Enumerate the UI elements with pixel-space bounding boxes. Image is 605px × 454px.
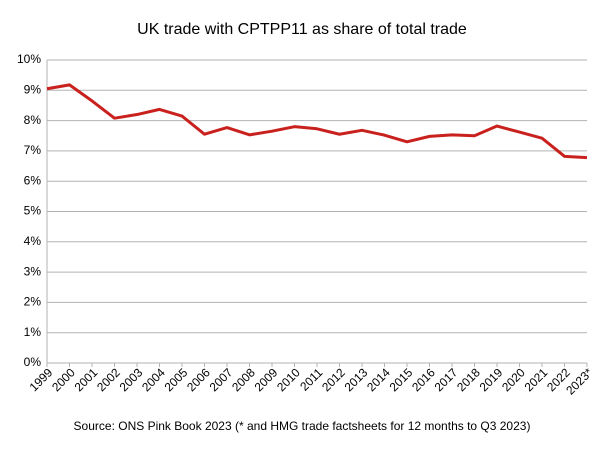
- y-tick-label: 8%: [24, 113, 42, 127]
- y-tick-label: 1%: [24, 325, 42, 339]
- y-tick-label: 2%: [24, 295, 42, 309]
- y-tick-label: 7%: [24, 143, 42, 157]
- x-tick-label: 2015: [387, 365, 416, 394]
- x-tick-label: 2009: [252, 365, 281, 394]
- x-tick-label: 2014: [364, 365, 393, 394]
- y-tick-label: 6%: [24, 173, 42, 187]
- data-line: [46, 83, 588, 160]
- x-tick-label: 2005: [162, 365, 191, 394]
- x-tick-label: 2023*: [563, 365, 595, 397]
- y-tick-label: 4%: [24, 234, 42, 248]
- chart-title: UK trade with CPTPP11 as share of total …: [137, 21, 467, 38]
- y-tick-label: 3%: [24, 264, 42, 278]
- x-tick-label: 2002: [94, 365, 123, 394]
- x-tick-label: 2016: [409, 365, 438, 394]
- x-tick-label: 2017: [432, 365, 461, 394]
- x-tick-label: 2000: [49, 365, 78, 394]
- x-tick-label: 2020: [499, 365, 528, 394]
- x-tick-label: 2012: [319, 365, 348, 394]
- x-tick-label: 2007: [207, 365, 236, 394]
- x-tick-label: 2006: [184, 365, 213, 394]
- x-tick-label: 2013: [342, 365, 371, 394]
- x-tick-label: 2019: [477, 365, 506, 394]
- y-tick-label: 0%: [24, 355, 42, 369]
- y-tick-label: 5%: [24, 204, 42, 218]
- x-tick-label: 2011: [297, 365, 325, 393]
- x-tick-label: 2003: [117, 365, 146, 394]
- x-tick-label: 2021: [522, 365, 551, 394]
- x-tick-label: 1999: [27, 365, 56, 394]
- source-note: Source: ONS Pink Book 2023 (* and HMG tr…: [74, 419, 531, 433]
- x-tick-label: 2008: [229, 365, 258, 394]
- x-tick-label: 2004: [139, 365, 168, 394]
- y-tick-label: 9%: [24, 82, 42, 96]
- x-tick-label: 2010: [274, 365, 303, 394]
- x-tick-label: 2018: [454, 365, 483, 394]
- x-tick-label: 2001: [72, 365, 101, 394]
- y-tick-label: 10%: [17, 52, 41, 66]
